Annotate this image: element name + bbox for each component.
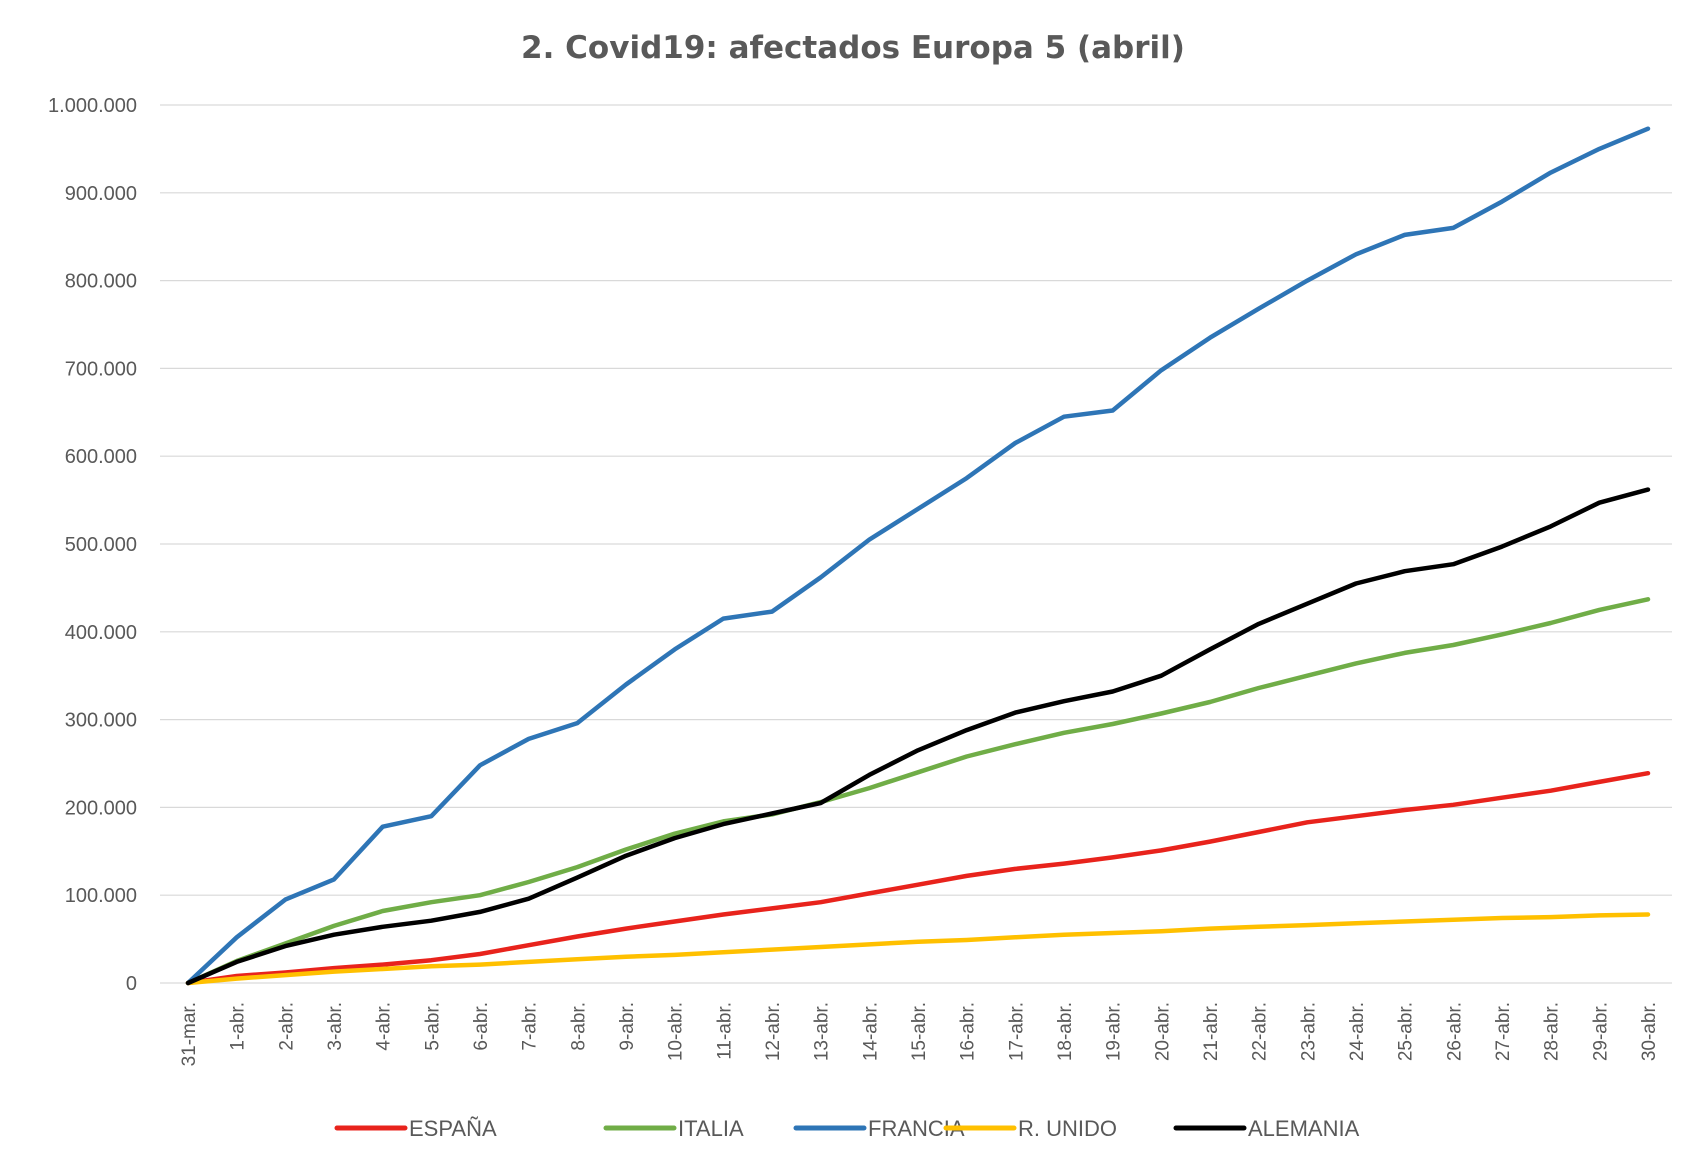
y-tick-label: 700.000 bbox=[65, 358, 137, 380]
y-tick-label: 300.000 bbox=[65, 710, 137, 732]
x-tick-label: 24-abr. bbox=[1347, 1002, 1368, 1061]
x-tick-label: 11-abr. bbox=[714, 1002, 735, 1060]
series-line-alemania bbox=[185, 487, 1651, 986]
series-lines bbox=[185, 126, 1651, 986]
x-tick-label: 7-abr. bbox=[520, 1002, 541, 1051]
gridlines bbox=[160, 104, 1672, 984]
x-axis-ticks: 31-mar. 1-abr. 2-abr. 3-abr. 4-abr. 5-abr. 6-a… bbox=[179, 1002, 1660, 1066]
x-tick-label: 21-abr. bbox=[1201, 1002, 1222, 1061]
x-tick-label: 8-abr. bbox=[568, 1002, 589, 1051]
x-tick-label: 26-abr. bbox=[1444, 1002, 1465, 1061]
x-tick-label: 10-abr. bbox=[666, 1002, 687, 1061]
y-tick-label: 500.000 bbox=[65, 534, 137, 556]
x-tick-label: 6-abr. bbox=[471, 1002, 492, 1051]
x-tick-label: 16-abr. bbox=[958, 1002, 979, 1061]
y-axis-ticks: 0 100.000 200.000 300.000 400.000 500.000 600.… bbox=[48, 95, 137, 995]
y-tick-label: 1.000.000 bbox=[48, 95, 137, 117]
y-tick-label: 800.000 bbox=[65, 271, 137, 293]
x-tick-label: 15-abr. bbox=[909, 1002, 930, 1061]
series-line-francia bbox=[185, 126, 1651, 986]
x-tick-label: 29-abr. bbox=[1590, 1002, 1611, 1061]
x-tick-label: 1-abr. bbox=[228, 1002, 249, 1051]
series-line-r-unido bbox=[185, 912, 1651, 986]
legend-label: ESPAÑA bbox=[409, 1116, 497, 1141]
legend-label: ITALIA bbox=[678, 1116, 744, 1141]
x-tick-label: 28-abr. bbox=[1542, 1002, 1563, 1061]
y-tick-label: 200.000 bbox=[65, 797, 137, 819]
legend: ESPAÑA ITALIA FRANCIA R. UNIDO ALEMANIA bbox=[334, 1116, 1360, 1141]
x-tick-label: 22-abr. bbox=[1250, 1002, 1271, 1061]
chart-title: 2. Covid19: afectados Europa 5 (abril) bbox=[521, 30, 1185, 66]
x-tick-label: 23-abr. bbox=[1298, 1002, 1319, 1061]
x-tick-label: 17-abr. bbox=[1006, 1002, 1027, 1061]
y-tick-label: 100.000 bbox=[65, 885, 137, 907]
x-tick-label: 19-abr. bbox=[1104, 1002, 1125, 1061]
x-tick-label: 27-abr. bbox=[1493, 1002, 1514, 1061]
legend-label: ALEMANIA bbox=[1248, 1116, 1360, 1141]
legend-label: R. UNIDO bbox=[1018, 1116, 1117, 1141]
x-tick-label: 14-abr. bbox=[860, 1002, 881, 1061]
x-tick-label: 30-abr. bbox=[1639, 1002, 1660, 1061]
x-tick-label: 20-abr. bbox=[1152, 1002, 1173, 1061]
x-tick-label: 4-abr. bbox=[374, 1002, 395, 1051]
series-line-españa bbox=[185, 770, 1651, 986]
y-tick-label: 600.000 bbox=[65, 446, 137, 468]
x-tick-label: 2-abr. bbox=[276, 1002, 297, 1051]
x-tick-label: 3-abr. bbox=[325, 1002, 346, 1051]
x-tick-label: 18-abr. bbox=[1055, 1002, 1076, 1061]
series-line-italia bbox=[185, 597, 1651, 986]
y-tick-label: 0 bbox=[126, 973, 137, 995]
x-tick-label: 12-abr. bbox=[763, 1002, 784, 1061]
x-tick-label: 13-abr. bbox=[812, 1002, 833, 1061]
x-tick-label: 9-abr. bbox=[617, 1002, 638, 1051]
x-tick-label: 5-abr. bbox=[422, 1002, 443, 1051]
y-tick-label: 400.000 bbox=[65, 622, 137, 644]
x-tick-label: 31-mar. bbox=[179, 1002, 200, 1066]
x-tick-label: 25-abr. bbox=[1396, 1002, 1417, 1061]
y-tick-label: 900.000 bbox=[65, 183, 137, 205]
